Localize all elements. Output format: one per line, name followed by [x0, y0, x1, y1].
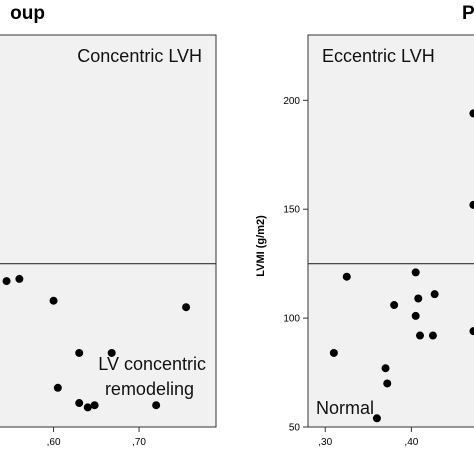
data-point [152, 401, 161, 410]
region-label-concentric-lvh: Concentric LVH [77, 46, 202, 66]
y-axis-label: LVMI (g/m2) [255, 215, 267, 277]
lower-region-background [308, 263, 474, 427]
data-point [75, 348, 84, 357]
data-point [342, 272, 351, 281]
data-point [329, 348, 338, 357]
data-point [15, 274, 24, 283]
data-point [383, 379, 392, 388]
data-point [416, 331, 424, 340]
region-label-eccentric-lvh: Eccentric LVH [322, 46, 435, 66]
data-point [107, 348, 116, 357]
scatter-panel-2: P ,30 ,40 50 100 150 200 LVMI (g/m2) Eccentric L… [255, 3, 474, 448]
lower-region-background [0, 263, 216, 427]
x-tick-label: ,40 [404, 437, 418, 448]
data-point [469, 109, 474, 118]
panel-title: P [462, 3, 474, 24]
data-point [182, 303, 191, 312]
y-tick-label: 100 [283, 314, 300, 325]
plot-frame [307, 34, 474, 428]
data-point [428, 331, 437, 340]
region-label-lv-concentric-remodeling: LV concentric remodeling [98, 354, 206, 399]
x-tick-label: ,30 [318, 437, 332, 448]
y-tick-label: 150 [283, 205, 300, 216]
x-tick-label: ,70 [132, 437, 146, 448]
data-point [2, 277, 11, 286]
panel-title: oup [10, 3, 45, 24]
data-point [53, 383, 62, 392]
x-tick-label: ,60 [47, 437, 61, 448]
data-point [83, 403, 92, 412]
data-point [90, 401, 99, 410]
upper-region-background [308, 35, 474, 264]
y-tick-label: 200 [283, 96, 300, 107]
data-point [381, 364, 390, 373]
data-point [49, 296, 58, 305]
data-point [390, 301, 399, 310]
plot-frame [0, 34, 217, 428]
data-point [372, 414, 381, 423]
y-tick-label: 50 [289, 423, 301, 434]
upper-region-background [0, 35, 216, 264]
data-point [469, 327, 474, 336]
data-point [414, 294, 423, 303]
region-label-normal: Normal [316, 398, 374, 418]
data-point [411, 311, 420, 320]
data-point [75, 399, 84, 408]
data-point [411, 268, 420, 277]
data-point [469, 200, 474, 209]
scatter-panel-1: oup ,60 ,70 Concentric LVH LV concentric remo… [0, 3, 217, 448]
data-point [430, 290, 439, 299]
